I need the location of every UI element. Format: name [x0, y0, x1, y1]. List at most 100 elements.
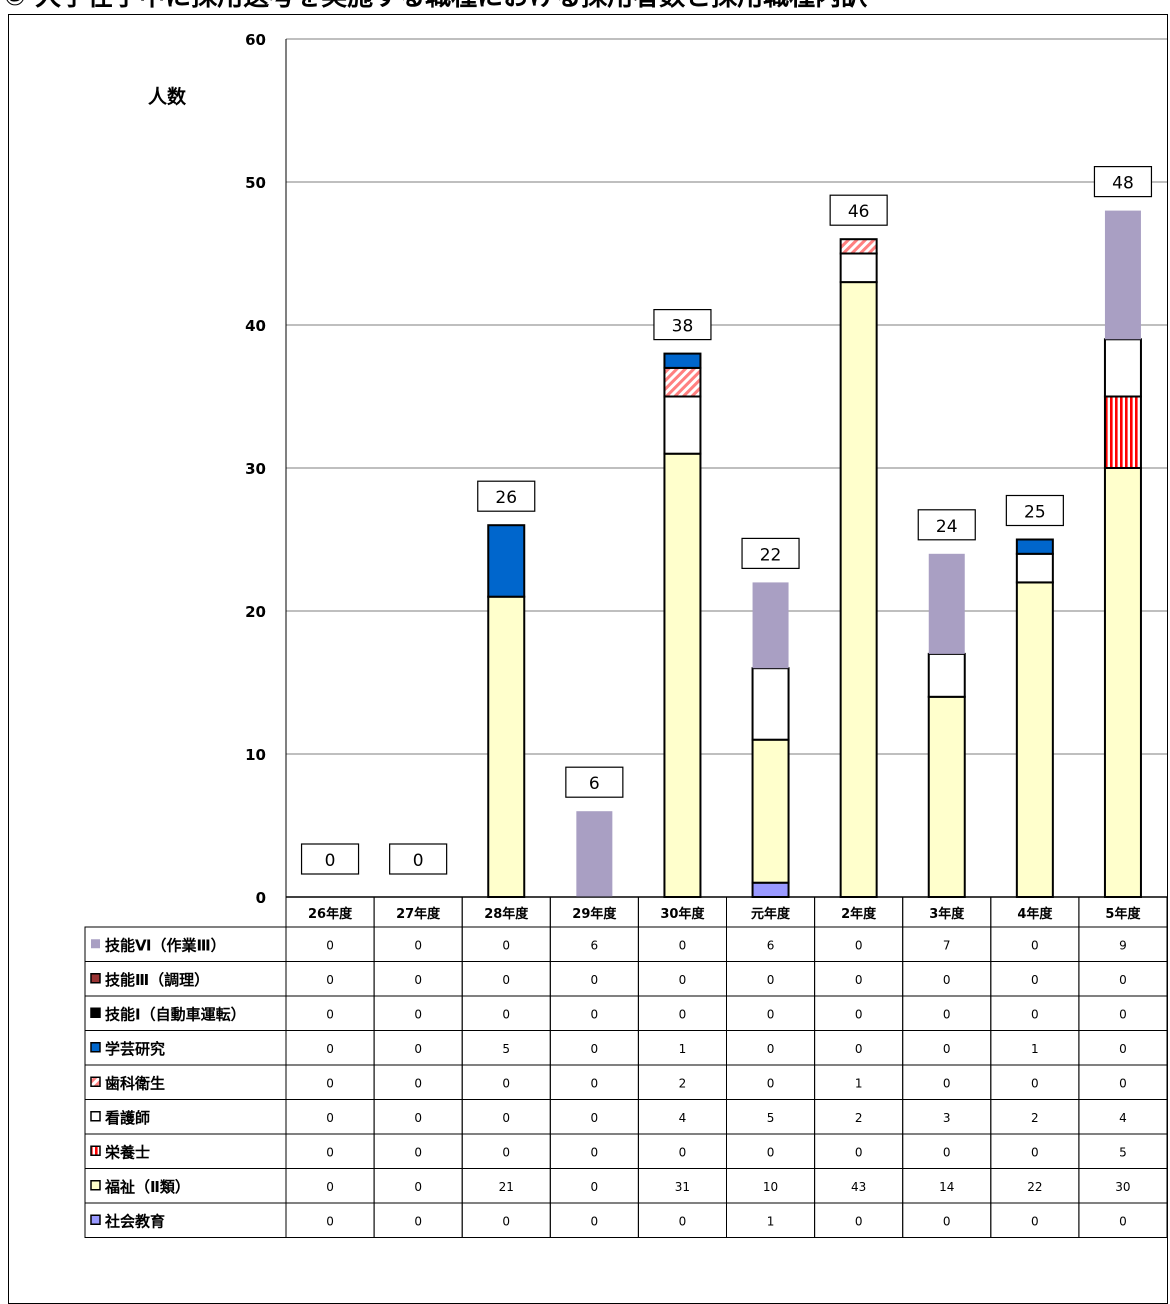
bar-segment [928, 553, 965, 654]
data-value: 0 [679, 1007, 687, 1021]
legend-label: 学芸研究 [105, 1040, 165, 1058]
gridlines [286, 38, 1167, 755]
bar-segment [1103, 338, 1142, 398]
data-value: 0 [502, 973, 510, 987]
data-value: 0 [855, 1145, 863, 1159]
legend-label: 技能Ⅰ（自動車運転） [105, 1005, 246, 1023]
data-value: 10 [763, 1180, 778, 1194]
total-label-box [917, 509, 976, 541]
y-tick-label: 10 [245, 746, 266, 764]
data-value: 0 [591, 1042, 599, 1056]
data-value: 0 [943, 1042, 951, 1056]
bar-segment [839, 281, 878, 899]
data-value: 0 [326, 1076, 334, 1090]
legend-swatch [90, 1007, 101, 1018]
table-cell [1078, 1202, 1168, 1238]
bar-segment [927, 695, 966, 898]
data-value: 0 [502, 1007, 510, 1021]
data-value: 0 [591, 1076, 599, 1090]
data-value: 0 [1119, 1042, 1127, 1056]
data-value: 0 [679, 938, 687, 952]
data-value: 0 [943, 1007, 951, 1021]
data-value: 2 [679, 1076, 687, 1090]
legend-label: 福祉（Ⅱ類） [104, 1178, 190, 1196]
total-label-box [565, 766, 624, 798]
total-label-box [741, 537, 800, 570]
data-value: 0 [767, 973, 775, 987]
data-value: 0 [1119, 1214, 1127, 1228]
data-value: 0 [414, 938, 422, 952]
bar-segment [752, 582, 789, 669]
data-value: 1 [855, 1076, 863, 1090]
page-title: ③ 大学在学中に採用選考を実施する職種における採用者数と採用職種内訳 [0, 0, 1170, 14]
total-label: 24 [936, 517, 958, 537]
legend-swatch [90, 1214, 101, 1225]
total-label: 25 [1024, 503, 1046, 523]
legend-swatch [90, 1111, 101, 1122]
data-value: 0 [414, 1145, 422, 1159]
data-value: 0 [502, 938, 510, 952]
y-axis-label: 人数 [148, 85, 187, 108]
data-value: 9 [1119, 938, 1127, 952]
bar-segment [839, 238, 878, 255]
x-tick-label: 2年度 [841, 906, 877, 922]
data-value: 0 [767, 1007, 775, 1021]
bar-segment [1015, 552, 1054, 584]
total-label-box [389, 843, 448, 875]
bar-segment [1015, 581, 1054, 899]
x-tick-label: 28年度 [484, 906, 529, 922]
data-value: 5 [502, 1042, 510, 1056]
data-value: 1 [1031, 1042, 1039, 1056]
data-value: 0 [855, 1007, 863, 1021]
bar-segment [839, 252, 878, 284]
bar-segment [1103, 467, 1142, 898]
total-label-box [1005, 494, 1064, 527]
data-value: 0 [679, 1145, 687, 1159]
data-value: 0 [502, 1214, 510, 1228]
legend-label: 技能Ⅵ（作業Ⅲ） [105, 936, 226, 954]
data-value: 0 [591, 973, 599, 987]
data-value: 0 [1031, 938, 1039, 952]
data-value: 30 [1115, 1180, 1130, 1194]
total-label-box [477, 480, 536, 512]
total-label-box [1093, 166, 1153, 198]
legend-label: 栄養士 [104, 1143, 150, 1161]
data-value: 21 [499, 1180, 514, 1194]
total-label: 6 [589, 774, 600, 794]
legend-label: 社会教育 [104, 1212, 165, 1230]
x-tick-label: 4年度 [1017, 906, 1053, 922]
bar-segment [1104, 210, 1141, 340]
data-value: 0 [943, 1214, 951, 1228]
data-value: 0 [326, 973, 334, 987]
bar-segment [663, 395, 702, 455]
data-value: 0 [591, 1180, 599, 1194]
data-value: 0 [679, 973, 687, 987]
data-value: 0 [943, 973, 951, 987]
data-value: 0 [326, 1145, 334, 1159]
data-value: 0 [1031, 1214, 1039, 1228]
data-value: 0 [855, 938, 863, 952]
data-value: 5 [767, 1111, 775, 1125]
data-value: 0 [414, 1180, 422, 1194]
data-value: 0 [855, 973, 863, 987]
data-value: 2 [1031, 1111, 1039, 1125]
data-value: 0 [591, 1214, 599, 1228]
data-value: 0 [943, 1076, 951, 1090]
total-labels: 0 0 26 6 38 22 46 24 25 48 [300, 166, 1153, 875]
data-value: 0 [679, 1214, 687, 1228]
legend-swatch [90, 1180, 101, 1191]
data-value: 0 [1031, 1007, 1039, 1021]
y-tick-label: 0 [256, 889, 266, 907]
total-label: 26 [495, 488, 517, 508]
x-tick-label: 27年度 [396, 906, 441, 922]
data-value: 3 [943, 1111, 951, 1125]
bar-segment [751, 738, 790, 884]
y-tick-label: 20 [245, 603, 266, 621]
data-value: 31 [675, 1180, 690, 1194]
data-value: 0 [855, 1214, 863, 1228]
total-label: 38 [672, 317, 694, 337]
legend-swatch [90, 1076, 101, 1087]
data-value: 0 [591, 1111, 599, 1125]
data-value: 1 [679, 1042, 687, 1056]
